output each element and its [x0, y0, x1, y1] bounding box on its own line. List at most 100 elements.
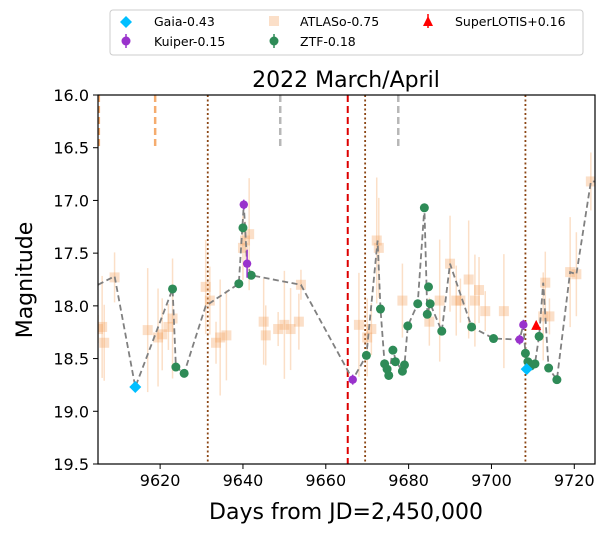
atlas-point: [260, 330, 271, 341]
ztf-point: [413, 299, 423, 309]
legend-frame: [109, 9, 584, 56]
atlas-point: [215, 332, 226, 343]
atlas-point: [244, 229, 255, 240]
superlotis-point: [531, 319, 542, 330]
atlas-point: [474, 285, 485, 296]
kuiper-point: [519, 320, 528, 330]
legend-entry-superlotis: SuperLOTIS+0.16: [423, 14, 566, 29]
atlas-point: [353, 319, 364, 330]
ztf-point: [489, 334, 499, 344]
atlas-point: [142, 325, 153, 336]
y-tick-label: 19.5: [53, 455, 89, 474]
y-axis-label: Magnitude: [13, 222, 38, 339]
legend-atlas-marker: [269, 16, 279, 26]
atlas-point: [451, 295, 462, 306]
atlas-point: [285, 324, 296, 335]
legend-ztf-label: ZTF-0.18: [300, 34, 356, 49]
ztf-point: [171, 362, 181, 372]
ztf-point: [544, 363, 554, 373]
ztf-point: [552, 375, 562, 385]
chart-title: 2022 March/April: [252, 68, 440, 93]
ztf-point: [419, 203, 429, 213]
x-tick-label: 9700: [471, 471, 512, 490]
legend-gaia-label: Gaia-0.43: [154, 14, 215, 29]
legend-atlas-label: ATLASo-0.75: [300, 14, 379, 29]
atlas-point: [98, 324, 103, 335]
y-tick-label: 16.5: [53, 139, 89, 158]
atlas-point: [397, 295, 408, 306]
atlas-point: [211, 337, 222, 348]
y-tick-label: 18.0: [53, 297, 89, 316]
ztf-point: [399, 360, 409, 370]
atlas-point: [293, 316, 304, 327]
y-tick-label: 16.0: [53, 86, 89, 105]
y-tick-label: 18.5: [53, 350, 89, 369]
legend-superlotis-marker: [423, 16, 433, 26]
atlas-point: [157, 329, 168, 340]
legend-entry-ztf: ZTF-0.18: [269, 34, 356, 49]
legend-superlotis-label: SuperLOTIS+0.16: [455, 14, 566, 29]
ztf-point: [246, 270, 256, 280]
ztf-point: [375, 304, 385, 314]
atlas-point: [221, 330, 232, 341]
ztf-point: [425, 299, 435, 309]
legend-kuiper-marker: [121, 36, 131, 46]
ztf-point: [437, 326, 447, 336]
atlas-point: [538, 311, 549, 322]
ztf-point: [179, 368, 189, 378]
atlas-point: [273, 324, 284, 335]
ztf-point: [234, 279, 244, 289]
ztf-point: [534, 331, 544, 341]
ztf-point: [168, 284, 178, 294]
atlas-point: [469, 295, 480, 306]
atlas-point: [153, 332, 164, 343]
atlas-point: [434, 295, 445, 306]
atlas-point: [585, 176, 595, 187]
atlas-point: [204, 295, 215, 306]
atlas-point: [480, 306, 491, 317]
gaia-point: [520, 363, 533, 376]
x-tick-label: 9620: [140, 471, 181, 490]
ztf-point: [238, 223, 248, 233]
atlas-point: [424, 316, 435, 327]
ztf-point: [424, 282, 434, 292]
ztf-point: [361, 350, 371, 360]
atlas-point: [362, 332, 373, 343]
plot-area: [98, 95, 595, 464]
x-tick-label: 9660: [305, 471, 346, 490]
y-tick-label: 19.0: [53, 402, 89, 421]
ztf-point: [530, 359, 540, 369]
axes-frame: [97, 94, 596, 465]
atlas-point: [99, 337, 110, 348]
atlas-point: [279, 319, 290, 330]
atlas-point: [544, 311, 555, 322]
atlas-point: [540, 277, 551, 288]
legend-entry-gaia: Gaia-0.43: [120, 14, 215, 29]
trend-line: [98, 180, 595, 391]
atlas-point: [571, 269, 582, 280]
y-tick-label: 17.5: [53, 244, 89, 263]
kuiper-point: [515, 335, 524, 344]
axes: 9620 9640 9660 9680 9700 9720 16.0 16.5 17.0 17.5…: [53, 86, 596, 490]
atlas-point: [98, 321, 108, 332]
ztf-point: [422, 309, 432, 319]
ztf-point: [384, 370, 394, 380]
atlas-point: [237, 242, 248, 253]
ztf-point: [520, 348, 530, 358]
x-tick-label: 9640: [223, 471, 264, 490]
kuiper-point: [239, 200, 248, 209]
legend-ztf-marker: [269, 36, 279, 46]
x-axis-label: Days from JD=2,450,000: [209, 500, 483, 525]
kuiper-point: [348, 375, 357, 384]
ztf-point: [403, 321, 413, 331]
ztf-point: [390, 357, 400, 367]
atlas-point: [498, 306, 509, 317]
legend: Gaia-0.43 Kuiper-0.15 ATLASo-0.75 ZTF-0.…: [109, 9, 584, 56]
atlas-point: [258, 316, 269, 327]
atlas-point: [455, 295, 466, 306]
x-tick-label: 9680: [388, 471, 429, 490]
ztf-point: [388, 345, 398, 355]
atlas-point: [366, 324, 377, 335]
legend-entry-kuiper: Kuiper-0.15: [121, 34, 225, 49]
